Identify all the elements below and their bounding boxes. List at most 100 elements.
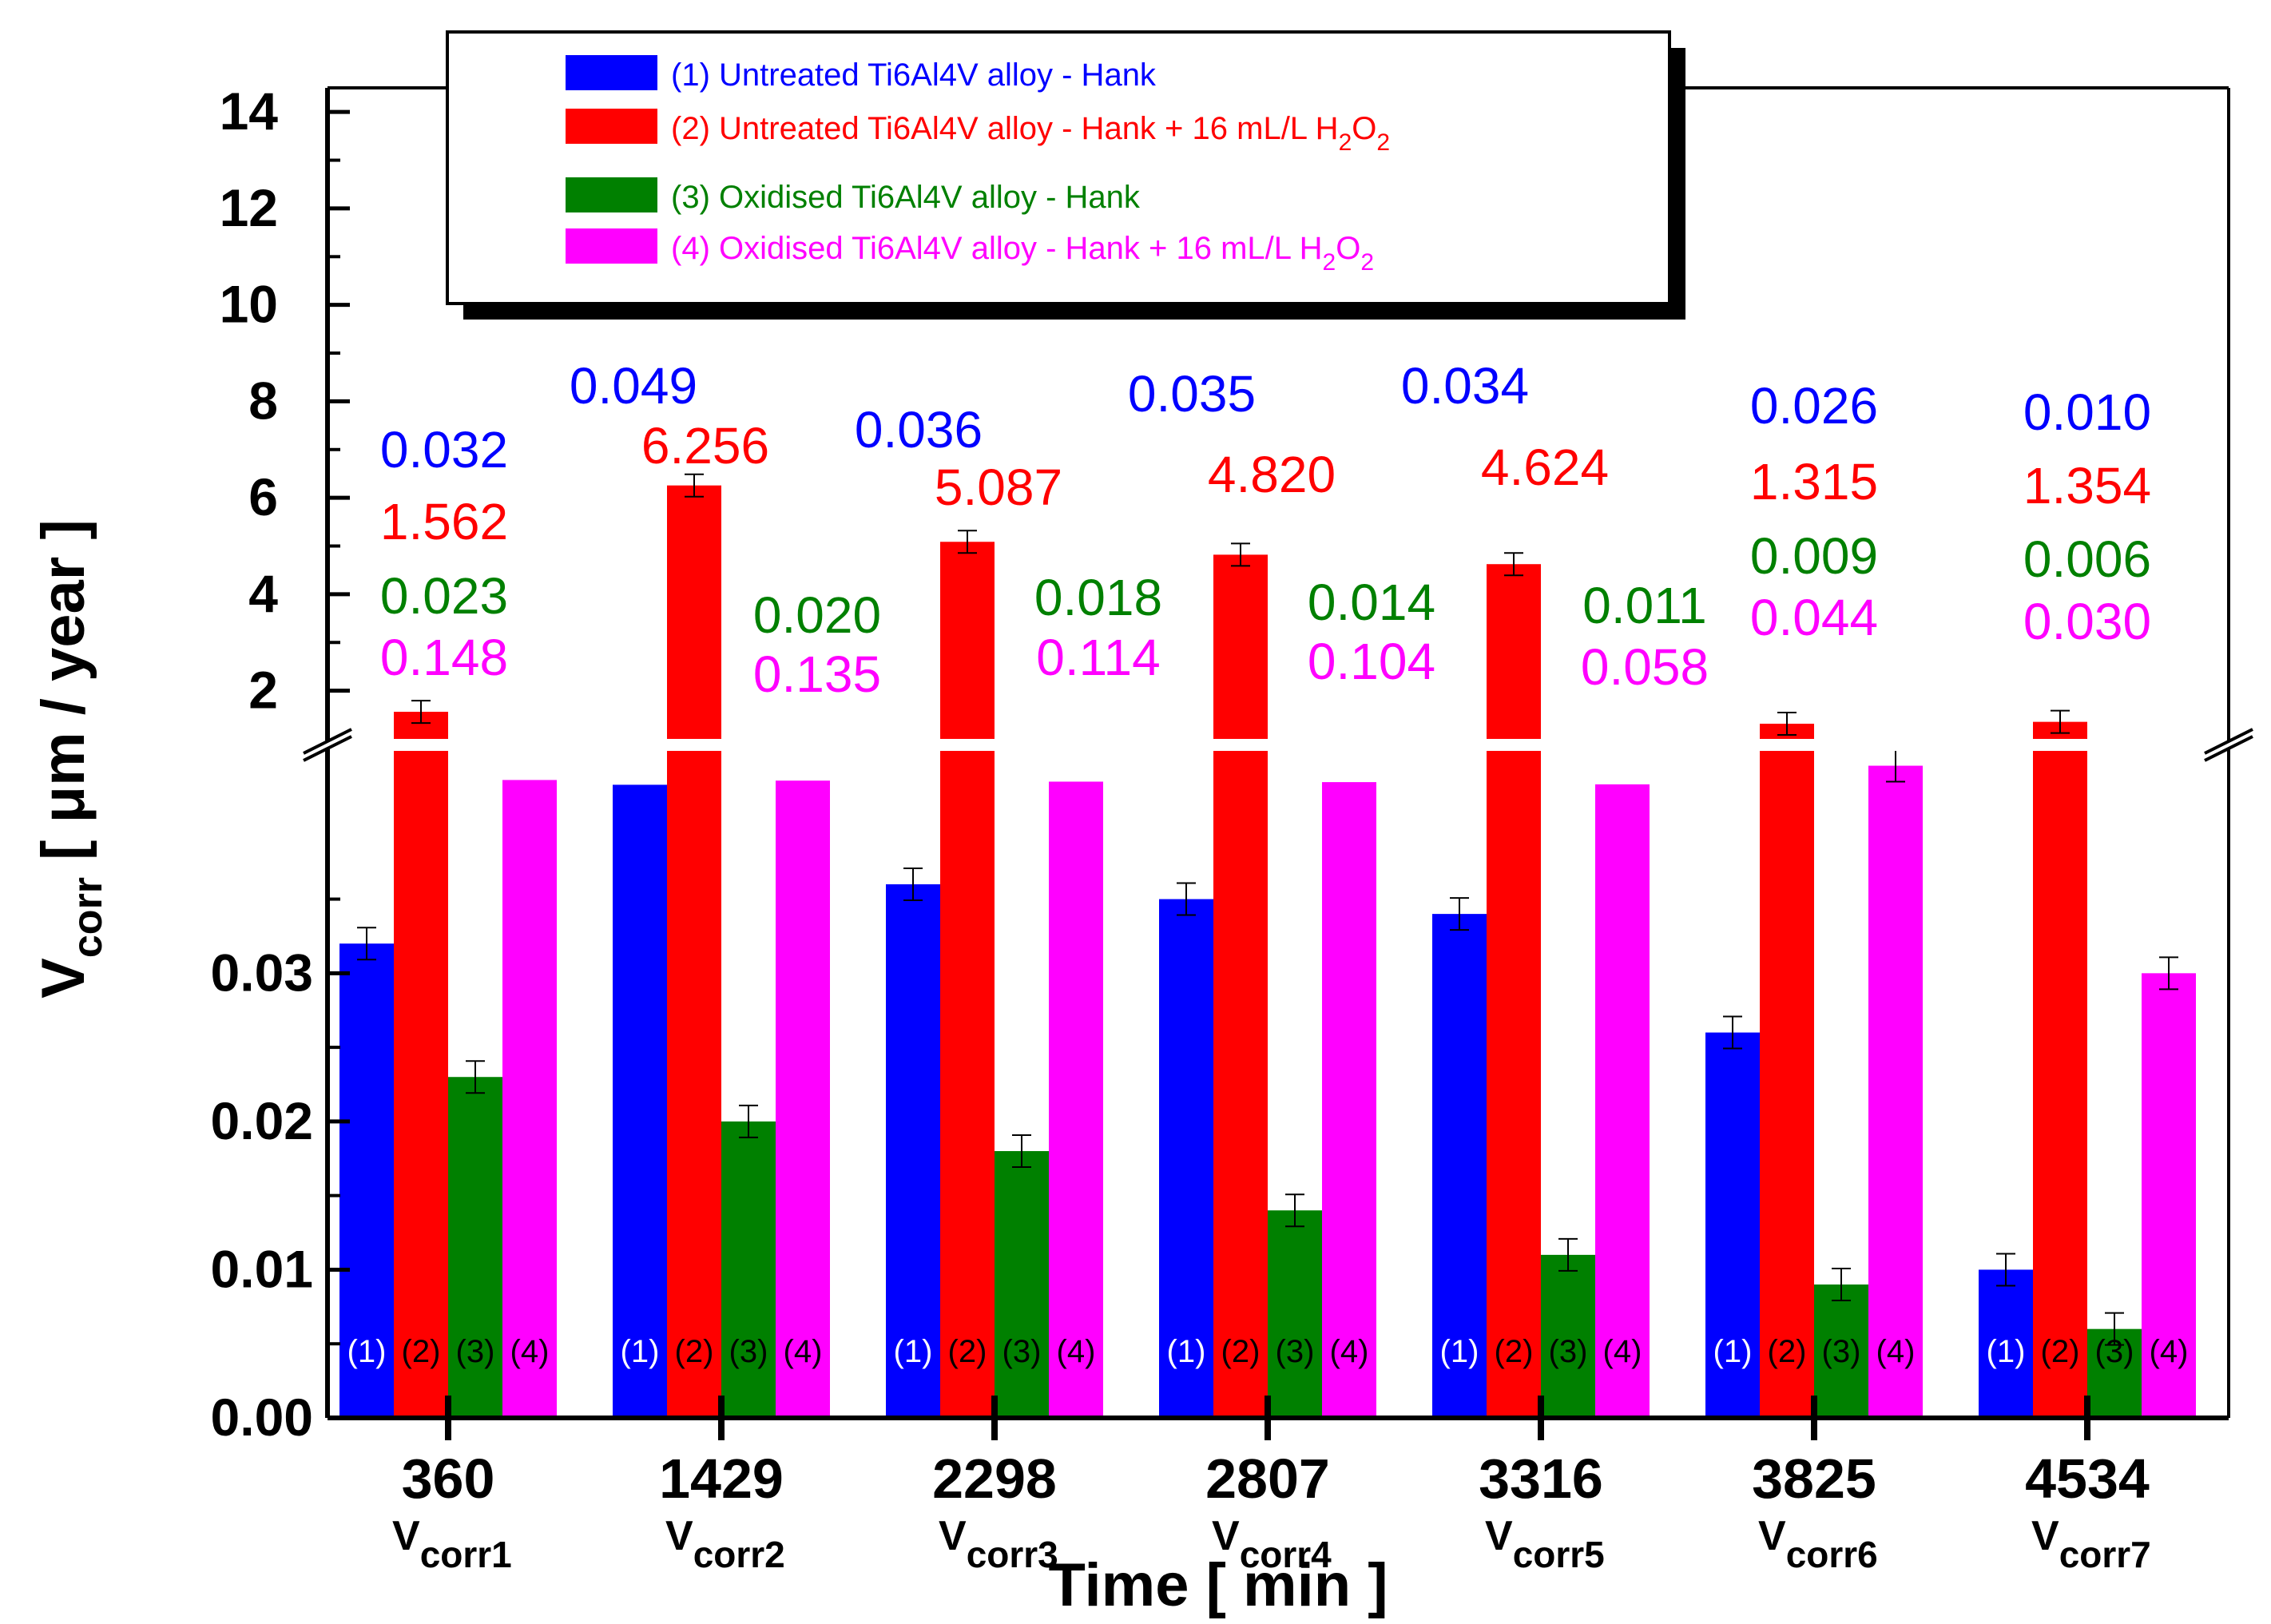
value-label-s3-4534: 0.006 bbox=[2023, 530, 2151, 588]
y-tick-label-0.01: 0.01 bbox=[211, 1239, 313, 1298]
legend-subscript: 2 bbox=[1339, 129, 1352, 156]
bar-s3-3316 bbox=[1541, 1254, 1595, 1418]
x-sublabel-corr7: Vcorr7 bbox=[2031, 1513, 2151, 1575]
bar-s4-1429 bbox=[776, 780, 830, 1418]
bar-tag-s2-4534: (2) bbox=[2041, 1334, 2080, 1369]
x-sublabel-corr3: Vcorr3 bbox=[939, 1513, 1058, 1575]
bar-tag-s2-3825: (2) bbox=[1768, 1334, 1807, 1369]
bar-s2-360 bbox=[394, 712, 448, 1418]
y-tick-label-4: 4 bbox=[248, 564, 278, 623]
x-sublabel-subscript: corr5 bbox=[1513, 1534, 1605, 1575]
x-sublabel-subscript: corr2 bbox=[693, 1534, 785, 1575]
legend-swatch-1 bbox=[566, 55, 657, 90]
value-label-s4-3316: 0.058 bbox=[1581, 638, 1709, 696]
value-label-s1-3825: 0.026 bbox=[1750, 377, 1878, 435]
bar-s1-4534 bbox=[1979, 1269, 2033, 1418]
x-tick-label-3825: 3825 bbox=[1752, 1447, 1876, 1510]
bar-s3-2807 bbox=[1268, 1210, 1322, 1418]
bar-s1-2298 bbox=[886, 884, 940, 1418]
legend-oxygen: O bbox=[1352, 111, 1376, 146]
y-tick-label-2: 2 bbox=[248, 661, 278, 720]
value-label-s3-1429: 0.020 bbox=[753, 586, 881, 644]
value-label-s2-4534: 1.354 bbox=[2023, 457, 2151, 514]
x-sublabel-subscript: corr6 bbox=[1786, 1534, 1878, 1575]
axis-break-gap bbox=[329, 739, 2227, 751]
value-label-s4-4534: 0.030 bbox=[2023, 593, 2151, 650]
bar-s4-3316 bbox=[1595, 784, 1650, 1418]
x-sublabel-corr1: Vcorr1 bbox=[392, 1513, 512, 1575]
legend: (1) Untreated Ti6Al4V alloy - Hank(2) Un… bbox=[446, 30, 1685, 320]
y-tick-label-0.02: 0.02 bbox=[211, 1091, 313, 1150]
legend-swatch-2 bbox=[566, 109, 657, 144]
break-mask-left bbox=[304, 741, 351, 749]
bar-s2-3825 bbox=[1760, 723, 1814, 1418]
legend-swatch-4 bbox=[566, 228, 657, 264]
y-tick-label-12: 12 bbox=[220, 178, 278, 237]
y-axis-title: Vcorr [ μm / year ] bbox=[30, 519, 111, 999]
value-label-s2-2807: 4.820 bbox=[1208, 446, 1336, 503]
legend-subscript: 2 bbox=[1376, 129, 1390, 156]
value-label-s2-360: 1.562 bbox=[380, 493, 508, 550]
bar-tag-s3-1429: (3) bbox=[729, 1334, 768, 1369]
value-label-s3-3825: 0.009 bbox=[1750, 527, 1878, 585]
bar-tag-s4-1429: (4) bbox=[784, 1334, 823, 1369]
bars-layer bbox=[339, 473, 2196, 1418]
x-sublabel-subscript: corr3 bbox=[967, 1534, 1058, 1575]
x-sublabel-corr5: Vcorr5 bbox=[1485, 1513, 1605, 1575]
bar-tag-s3-360: (3) bbox=[456, 1334, 495, 1369]
break-mark-lower-right bbox=[2204, 735, 2253, 762]
bar-s4-4534 bbox=[2142, 973, 2196, 1418]
bar-tag-s3-4534: (3) bbox=[2095, 1334, 2134, 1369]
bar-s3-1429 bbox=[721, 1121, 776, 1418]
break-mark-upper-left bbox=[303, 728, 352, 755]
bar-s2-1429 bbox=[667, 485, 721, 1418]
y-axis-title-main: V bbox=[30, 958, 97, 999]
value-label-s4-2298: 0.114 bbox=[1036, 629, 1160, 686]
bar-tag-s2-3316: (2) bbox=[1495, 1334, 1534, 1369]
value-label-s1-4534: 0.010 bbox=[2023, 383, 2151, 441]
bar-tag-s2-2298: (2) bbox=[948, 1334, 987, 1369]
bar-s1-3825 bbox=[1705, 1032, 1760, 1418]
bar-s1-360 bbox=[339, 943, 394, 1418]
value-label-s1-2807: 0.035 bbox=[1128, 365, 1256, 423]
value-label-s4-3825: 0.044 bbox=[1750, 589, 1878, 646]
legend-swatch-3 bbox=[566, 177, 657, 212]
value-label-s1-3316: 0.034 bbox=[1401, 357, 1529, 415]
value-label-s3-360: 0.023 bbox=[380, 567, 508, 625]
bar-s2-2807 bbox=[1213, 554, 1268, 1418]
bar-tag-s1-3316: (1) bbox=[1440, 1334, 1479, 1369]
break-mark-lower-left bbox=[303, 735, 352, 762]
value-label-s2-3316: 4.624 bbox=[1481, 439, 1609, 496]
value-label-s1-360: 0.032 bbox=[380, 421, 508, 478]
bar-tag-s1-2298: (1) bbox=[894, 1334, 933, 1369]
y-axis-title-unit: [ μm / year ] bbox=[30, 519, 97, 877]
bar-tag-s4-3316: (4) bbox=[1603, 1334, 1642, 1369]
bar-tag-s1-4534: (1) bbox=[1987, 1334, 2026, 1369]
bar-tag-s2-2807: (2) bbox=[1221, 1334, 1261, 1369]
break-mark-upper-right bbox=[2204, 728, 2253, 755]
y-tick-label-14: 14 bbox=[220, 81, 279, 141]
value-label-s4-360: 0.148 bbox=[380, 629, 508, 686]
x-sublabel-subscript: corr4 bbox=[1240, 1534, 1332, 1575]
bar-s2-2298 bbox=[940, 542, 995, 1418]
bar-s4-2807 bbox=[1322, 782, 1376, 1418]
bar-s1-1429 bbox=[613, 784, 667, 1418]
value-label-s4-2807: 0.104 bbox=[1308, 633, 1435, 690]
x-axis-title: Time [ min ] bbox=[1048, 1551, 1388, 1619]
x-sublabel-subscript: corr7 bbox=[2059, 1534, 2151, 1575]
bar-tag-s1-1429: (1) bbox=[621, 1334, 660, 1369]
legend-label-1: (1) Untreated Ti6Al4V alloy - Hank bbox=[671, 58, 1157, 93]
bar-tag-s4-4534: (4) bbox=[2150, 1334, 2189, 1369]
x-tick-label-1429: 1429 bbox=[659, 1447, 784, 1510]
bar-tag-s3-3316: (3) bbox=[1549, 1334, 1588, 1369]
bar-s4-360 bbox=[502, 780, 557, 1418]
bar-s4-3825 bbox=[1868, 765, 1923, 1418]
value-label-s3-2298: 0.018 bbox=[1034, 569, 1162, 626]
legend-label-3: (3) Oxidised Ti6Al4V alloy - Hank bbox=[671, 180, 1141, 215]
x-sublabel-corr6: Vcorr6 bbox=[1758, 1513, 1878, 1575]
value-label-s3-2807: 0.014 bbox=[1308, 574, 1435, 631]
value-label-s2-2298: 5.087 bbox=[935, 459, 1062, 516]
value-label-s1-2298: 0.036 bbox=[855, 401, 983, 459]
bar-s2-4534 bbox=[2033, 721, 2087, 1418]
